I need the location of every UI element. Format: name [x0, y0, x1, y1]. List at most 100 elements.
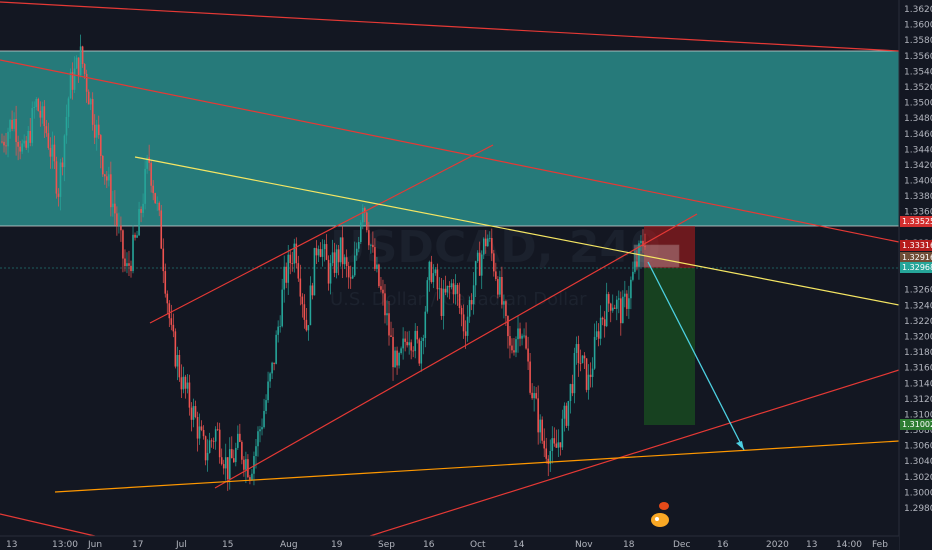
candle-body [89, 98, 92, 105]
red-trendline-bottom[interactable] [369, 369, 900, 537]
candle-body [493, 253, 495, 272]
candle-body [446, 285, 449, 293]
red-trendline-top[interactable] [0, 1, 900, 52]
candle-body [400, 348, 402, 353]
candle-body [589, 374, 592, 377]
yellow-trendline[interactable] [134, 156, 900, 306]
candle-body [531, 392, 533, 399]
projection-arrow[interactable] [647, 261, 745, 451]
candle-body [628, 298, 630, 309]
candle-body [412, 350, 414, 352]
candle-body [220, 457, 223, 465]
candle-body [253, 456, 255, 474]
candle-body [366, 212, 368, 231]
price-axis-labels: 1.36200 1.36000 1.35800 1.35600 1.35400 1.352… [904, 5, 932, 514]
candle-body [362, 207, 364, 223]
candle-body [174, 331, 177, 367]
svg-text:1.33525: 1.33525 [902, 217, 932, 226]
candle-body [319, 249, 322, 257]
candle-body [196, 416, 199, 439]
candle-body [170, 318, 173, 325]
candle-body [565, 405, 568, 426]
candle-body [27, 131, 30, 148]
candle-body [444, 288, 447, 293]
candle-body [126, 263, 128, 267]
candle-body [299, 278, 302, 297]
candle-body [160, 210, 163, 249]
candle-body [226, 457, 229, 480]
candle-body [549, 451, 552, 464]
candle-body [17, 141, 19, 147]
red-trendline-corner[interactable] [0, 513, 96, 537]
time-tick-label: Oct [470, 540, 486, 550]
entry-box[interactable] [633, 244, 680, 268]
price-tick-label: 1.35400 [904, 67, 932, 77]
candle-body [345, 257, 348, 266]
candle-body [265, 400, 267, 411]
price-tick-label: 1.35000 [904, 99, 932, 109]
price-tick-label: 1.32000 [904, 332, 932, 342]
price-tag: 1.32916 [900, 252, 932, 263]
candle-body [261, 427, 263, 430]
candle-body [144, 168, 146, 204]
candle-body [622, 296, 624, 324]
red-channel-upper[interactable] [149, 144, 494, 324]
candle-body [59, 162, 62, 197]
candle-body [339, 237, 342, 263]
red-channel-lower[interactable] [214, 213, 698, 489]
candle-body [309, 285, 312, 326]
candle-body [626, 293, 628, 309]
price-tick-label: 1.29800 [904, 504, 932, 514]
candle-body [186, 382, 189, 389]
time-axis[interactable] [0, 536, 899, 550]
price-tick-label: 1.31000 [904, 410, 932, 420]
candle-body [376, 264, 378, 269]
candle-body [7, 131, 9, 147]
candle-body [482, 238, 485, 255]
candle-body [573, 352, 576, 394]
candle-body [108, 174, 110, 181]
candle-body [559, 442, 562, 448]
resistance-zone [0, 51, 899, 226]
candle-body [61, 162, 64, 168]
candle-body [178, 355, 181, 378]
orange-support-line[interactable] [54, 440, 900, 493]
time-tick-label: Sep [378, 540, 395, 550]
time-tick-label: Nov [575, 540, 593, 550]
red-trendline-descending[interactable] [0, 59, 900, 243]
candle-body [581, 355, 584, 364]
candle-body [166, 293, 169, 304]
candle-body [204, 436, 207, 461]
candle-body [122, 230, 124, 259]
candle-body [106, 176, 108, 181]
candle-body [476, 252, 479, 262]
price-tick-label: 1.33800 [904, 192, 932, 202]
candle-body [438, 288, 441, 290]
take-profit-box[interactable] [644, 268, 695, 425]
candle-body [609, 303, 612, 311]
candle-body [307, 325, 310, 331]
candle-body [349, 277, 352, 279]
candle-body [329, 263, 332, 284]
candle-body [168, 303, 171, 319]
candle-body [503, 301, 505, 305]
candle-body [172, 324, 175, 332]
candle-body [478, 252, 481, 276]
candle-body [136, 235, 138, 238]
time-tick-label: 14:00 [836, 540, 862, 550]
candle-body [3, 141, 5, 146]
time-tick-label: 15 [222, 540, 233, 550]
candle-body [41, 106, 44, 118]
candle-body [87, 91, 90, 105]
candle-body [527, 348, 529, 362]
price-axis[interactable] [899, 0, 932, 550]
candles-layer [1, 34, 646, 491]
candle-body [525, 335, 527, 349]
candle-body [434, 269, 437, 274]
candle-body [25, 140, 27, 148]
candle-body [617, 298, 620, 300]
candle-body [241, 441, 243, 460]
candle-body [216, 429, 219, 431]
